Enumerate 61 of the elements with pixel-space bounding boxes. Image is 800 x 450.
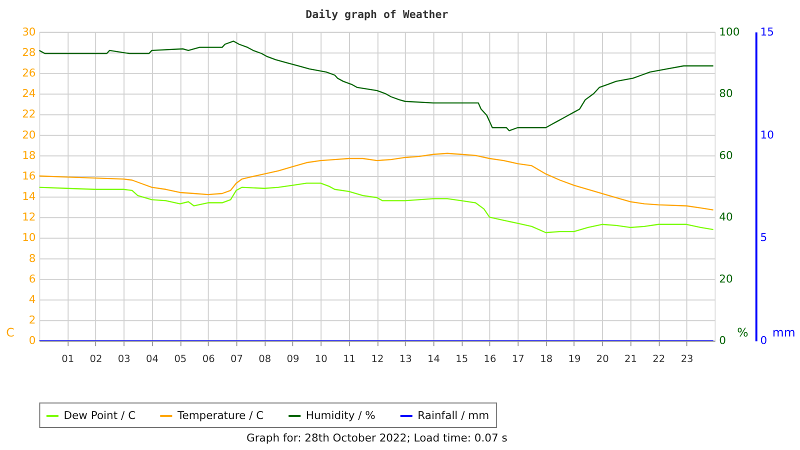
y2-axis-title: % (737, 325, 748, 340)
y-tick-label: 0 (28, 334, 36, 348)
x-tick-label: 03 (118, 354, 130, 365)
y3-tick-label: 0 (760, 334, 768, 348)
text: Graph for: 28th October 2022; Load time: 0.07 s (246, 432, 508, 445)
x-tick-label: 13 (399, 354, 412, 365)
x-tick-label: 20 (596, 354, 609, 365)
y2-tick-label: 100 (719, 25, 740, 38)
y-tick-label: 26 (22, 66, 36, 80)
y3-tick-label: 15 (760, 25, 774, 38)
x-tick-label: 06 (202, 354, 215, 365)
x-tick-label: 23 (680, 354, 694, 365)
x-tick-label: 07 (230, 354, 243, 365)
y-tick-label: 30 (22, 25, 36, 38)
y-tick-label: 28 (22, 46, 36, 59)
y-tick-label: 8 (28, 252, 36, 265)
x-tick-label: 15 (456, 354, 468, 365)
x-tick-label: 11 (343, 354, 356, 365)
x-tick-label: 02 (90, 354, 102, 365)
chart-title: Daily graph of Weather (306, 8, 449, 22)
y-tick-label: 2 (28, 314, 36, 327)
x-tick-label: 09 (286, 354, 300, 365)
legend-label: Dew Point / C (64, 408, 136, 422)
line-series (39, 182, 714, 234)
y-axis-title: C (6, 325, 14, 340)
y-tick-label: 14 (22, 190, 36, 204)
y-tick-label: 24 (22, 87, 36, 100)
y2-tick-label: 0 (719, 334, 726, 348)
x-tick-label: 08 (258, 354, 272, 365)
legend-label: Rainfall / mm (418, 408, 490, 422)
y-tick-label: 12 (22, 210, 36, 224)
y-tick-label: 6 (28, 272, 36, 286)
line-series (39, 40, 714, 132)
y-tick-label: 22 (22, 108, 36, 121)
y-tick-label: 20 (22, 128, 36, 142)
y-tick-label: 18 (22, 148, 36, 162)
x-tick-label: 05 (174, 354, 187, 365)
x-tick-label: 01 (62, 354, 74, 365)
line-series (39, 152, 714, 211)
y3-tick-label: 10 (760, 128, 774, 142)
legend-label: Humidity / % (306, 408, 376, 422)
y-tick-label: 4 (28, 292, 36, 306)
x-tick-label: 21 (624, 354, 637, 365)
y2-tick-label: 20 (719, 272, 733, 286)
y3-axis-title: mm (772, 325, 796, 340)
x-tick-label: 18 (540, 354, 553, 365)
y2-tick-label: 60 (719, 148, 733, 162)
x-tick-label: 22 (652, 354, 666, 365)
y-tick-label: 16 (22, 169, 36, 182)
x-tick-label: 16 (484, 354, 496, 365)
legend-label: Temperature / C (176, 408, 264, 422)
x-tick-label: 04 (146, 354, 159, 365)
y-tick-label: 10 (22, 231, 36, 244)
x-tick-label: 17 (512, 354, 524, 365)
x-tick-label: 10 (314, 354, 328, 365)
y2-tick-label: 80 (719, 87, 733, 100)
y2-tick-label: 40 (719, 210, 733, 224)
x-tick-label: 14 (428, 354, 440, 365)
x-tick-label: 19 (568, 354, 581, 365)
x-tick-label: 12 (371, 354, 384, 365)
y3-tick-label: 5 (760, 231, 768, 244)
